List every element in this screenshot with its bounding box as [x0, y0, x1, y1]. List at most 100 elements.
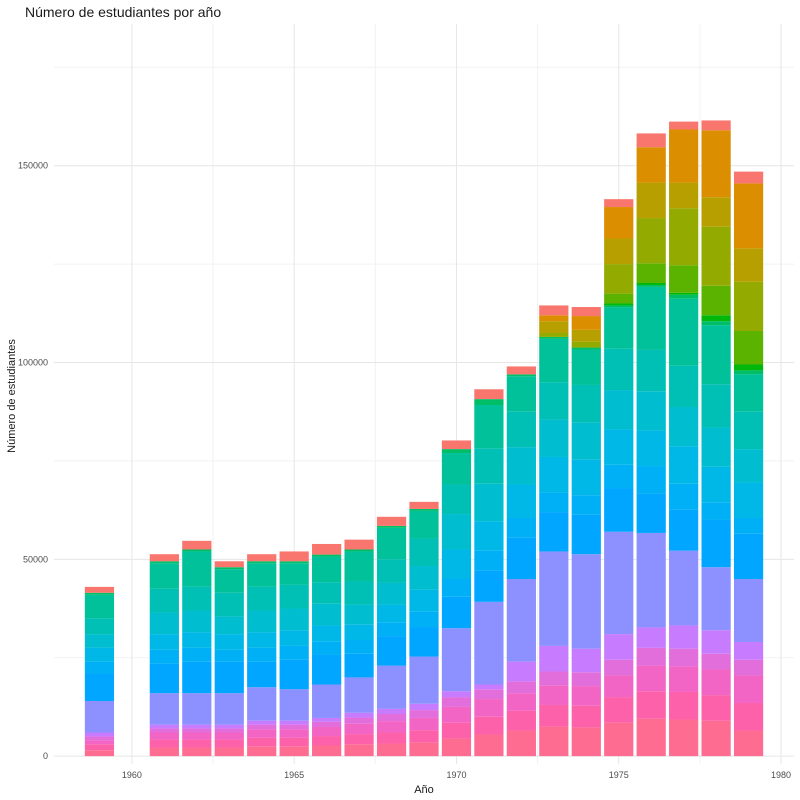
bar-segment — [636, 493, 666, 533]
bar-segment — [149, 747, 179, 757]
bar-segment — [182, 724, 212, 729]
bar-segment — [733, 675, 764, 703]
bar-segment — [636, 133, 666, 148]
bar-segment — [474, 483, 504, 522]
bar-segment — [247, 647, 277, 662]
y-axis-title: Número de estudiantes — [6, 339, 18, 453]
bar-segment — [701, 669, 731, 696]
bar-segment — [441, 579, 472, 597]
bar-segment — [376, 527, 407, 560]
bar-segment — [571, 705, 601, 728]
bar-segment — [149, 634, 179, 650]
bar-segment — [604, 697, 634, 723]
bar-segment — [636, 349, 666, 392]
bar-segment — [636, 147, 666, 183]
bar-segment — [733, 370, 764, 375]
bar-segment — [571, 495, 601, 515]
bar-segment — [214, 724, 244, 729]
bar-segment — [376, 636, 407, 666]
bar-segment — [214, 728, 244, 733]
bar-segment — [474, 601, 504, 685]
bar-segment — [312, 554, 342, 557]
bar-segment — [474, 570, 504, 602]
bar-segment — [701, 519, 731, 568]
bar-segment — [669, 648, 699, 667]
bar-segment — [733, 411, 764, 450]
bar-segment — [344, 604, 374, 625]
bar-segment — [441, 514, 472, 550]
bar-segment — [247, 563, 277, 587]
bar-segment — [214, 616, 244, 635]
bar-segment — [539, 419, 569, 457]
bar-segment — [344, 653, 374, 678]
bar-segment — [376, 516, 407, 526]
bar-segment — [279, 659, 309, 690]
bar-segment — [636, 284, 666, 287]
bar-segment — [441, 453, 472, 485]
bar-segment — [149, 728, 179, 733]
bar-segment — [247, 586, 277, 611]
bar-segment — [344, 712, 374, 718]
bar-segment — [182, 747, 212, 757]
bar-segment — [247, 746, 277, 757]
bar-segment — [571, 727, 601, 757]
bar-segment — [182, 540, 212, 550]
bar-segment — [247, 661, 277, 688]
bar-segment — [474, 734, 504, 757]
bar-segment — [279, 561, 309, 564]
bar-segment — [604, 722, 634, 757]
bar-segment — [84, 647, 115, 662]
bar-segment — [149, 563, 179, 589]
bar-segment — [571, 316, 601, 330]
bar-segment — [571, 422, 601, 460]
bar-segment — [506, 730, 536, 757]
bar-segment — [84, 618, 115, 635]
bar-segment — [279, 630, 309, 646]
bar-segment — [279, 720, 309, 725]
bar-segment — [701, 427, 731, 467]
bar-segment — [312, 556, 342, 583]
bar-segment — [279, 584, 309, 609]
bar-segment — [604, 293, 634, 304]
bar-segment — [441, 697, 472, 707]
bar-segment — [636, 627, 666, 648]
bar-segment — [474, 689, 504, 700]
bar-segment — [214, 592, 244, 617]
bar-segment — [312, 543, 342, 555]
bar-segment — [344, 624, 374, 641]
bar-segment — [539, 551, 569, 646]
bar-segment — [539, 726, 569, 757]
bar-segment — [182, 549, 212, 552]
bar-segment — [636, 665, 666, 692]
bar-segment — [441, 738, 472, 757]
bar-segment — [571, 341, 601, 348]
bar-segment — [604, 531, 634, 635]
bar-segment — [571, 329, 601, 342]
bar-segment — [441, 549, 472, 579]
bar-segment — [376, 708, 407, 715]
bar-segment — [441, 628, 472, 692]
bar-segment — [733, 579, 764, 642]
bar-segment — [84, 740, 115, 745]
bar-segment — [409, 566, 439, 590]
bar-segment — [636, 647, 666, 666]
bar-segment — [733, 364, 764, 371]
bar-segment — [669, 129, 699, 183]
bar-segment — [279, 608, 309, 631]
bar-segment — [571, 554, 601, 649]
bar-segment — [733, 281, 764, 332]
y-tick-label: 0 — [43, 751, 48, 761]
bar-segment — [84, 744, 115, 751]
bar-segment — [571, 347, 601, 350]
bar-segment — [409, 703, 439, 711]
bar-segment — [669, 208, 699, 266]
bar-segment — [506, 447, 536, 485]
bar-segment — [376, 665, 407, 709]
bar-segment — [636, 391, 666, 431]
bar-segment — [279, 563, 309, 585]
bar-segment — [182, 661, 212, 694]
bar-segment — [636, 691, 666, 719]
y-tick-label: 150000 — [18, 161, 48, 171]
bar-segment — [604, 264, 634, 294]
